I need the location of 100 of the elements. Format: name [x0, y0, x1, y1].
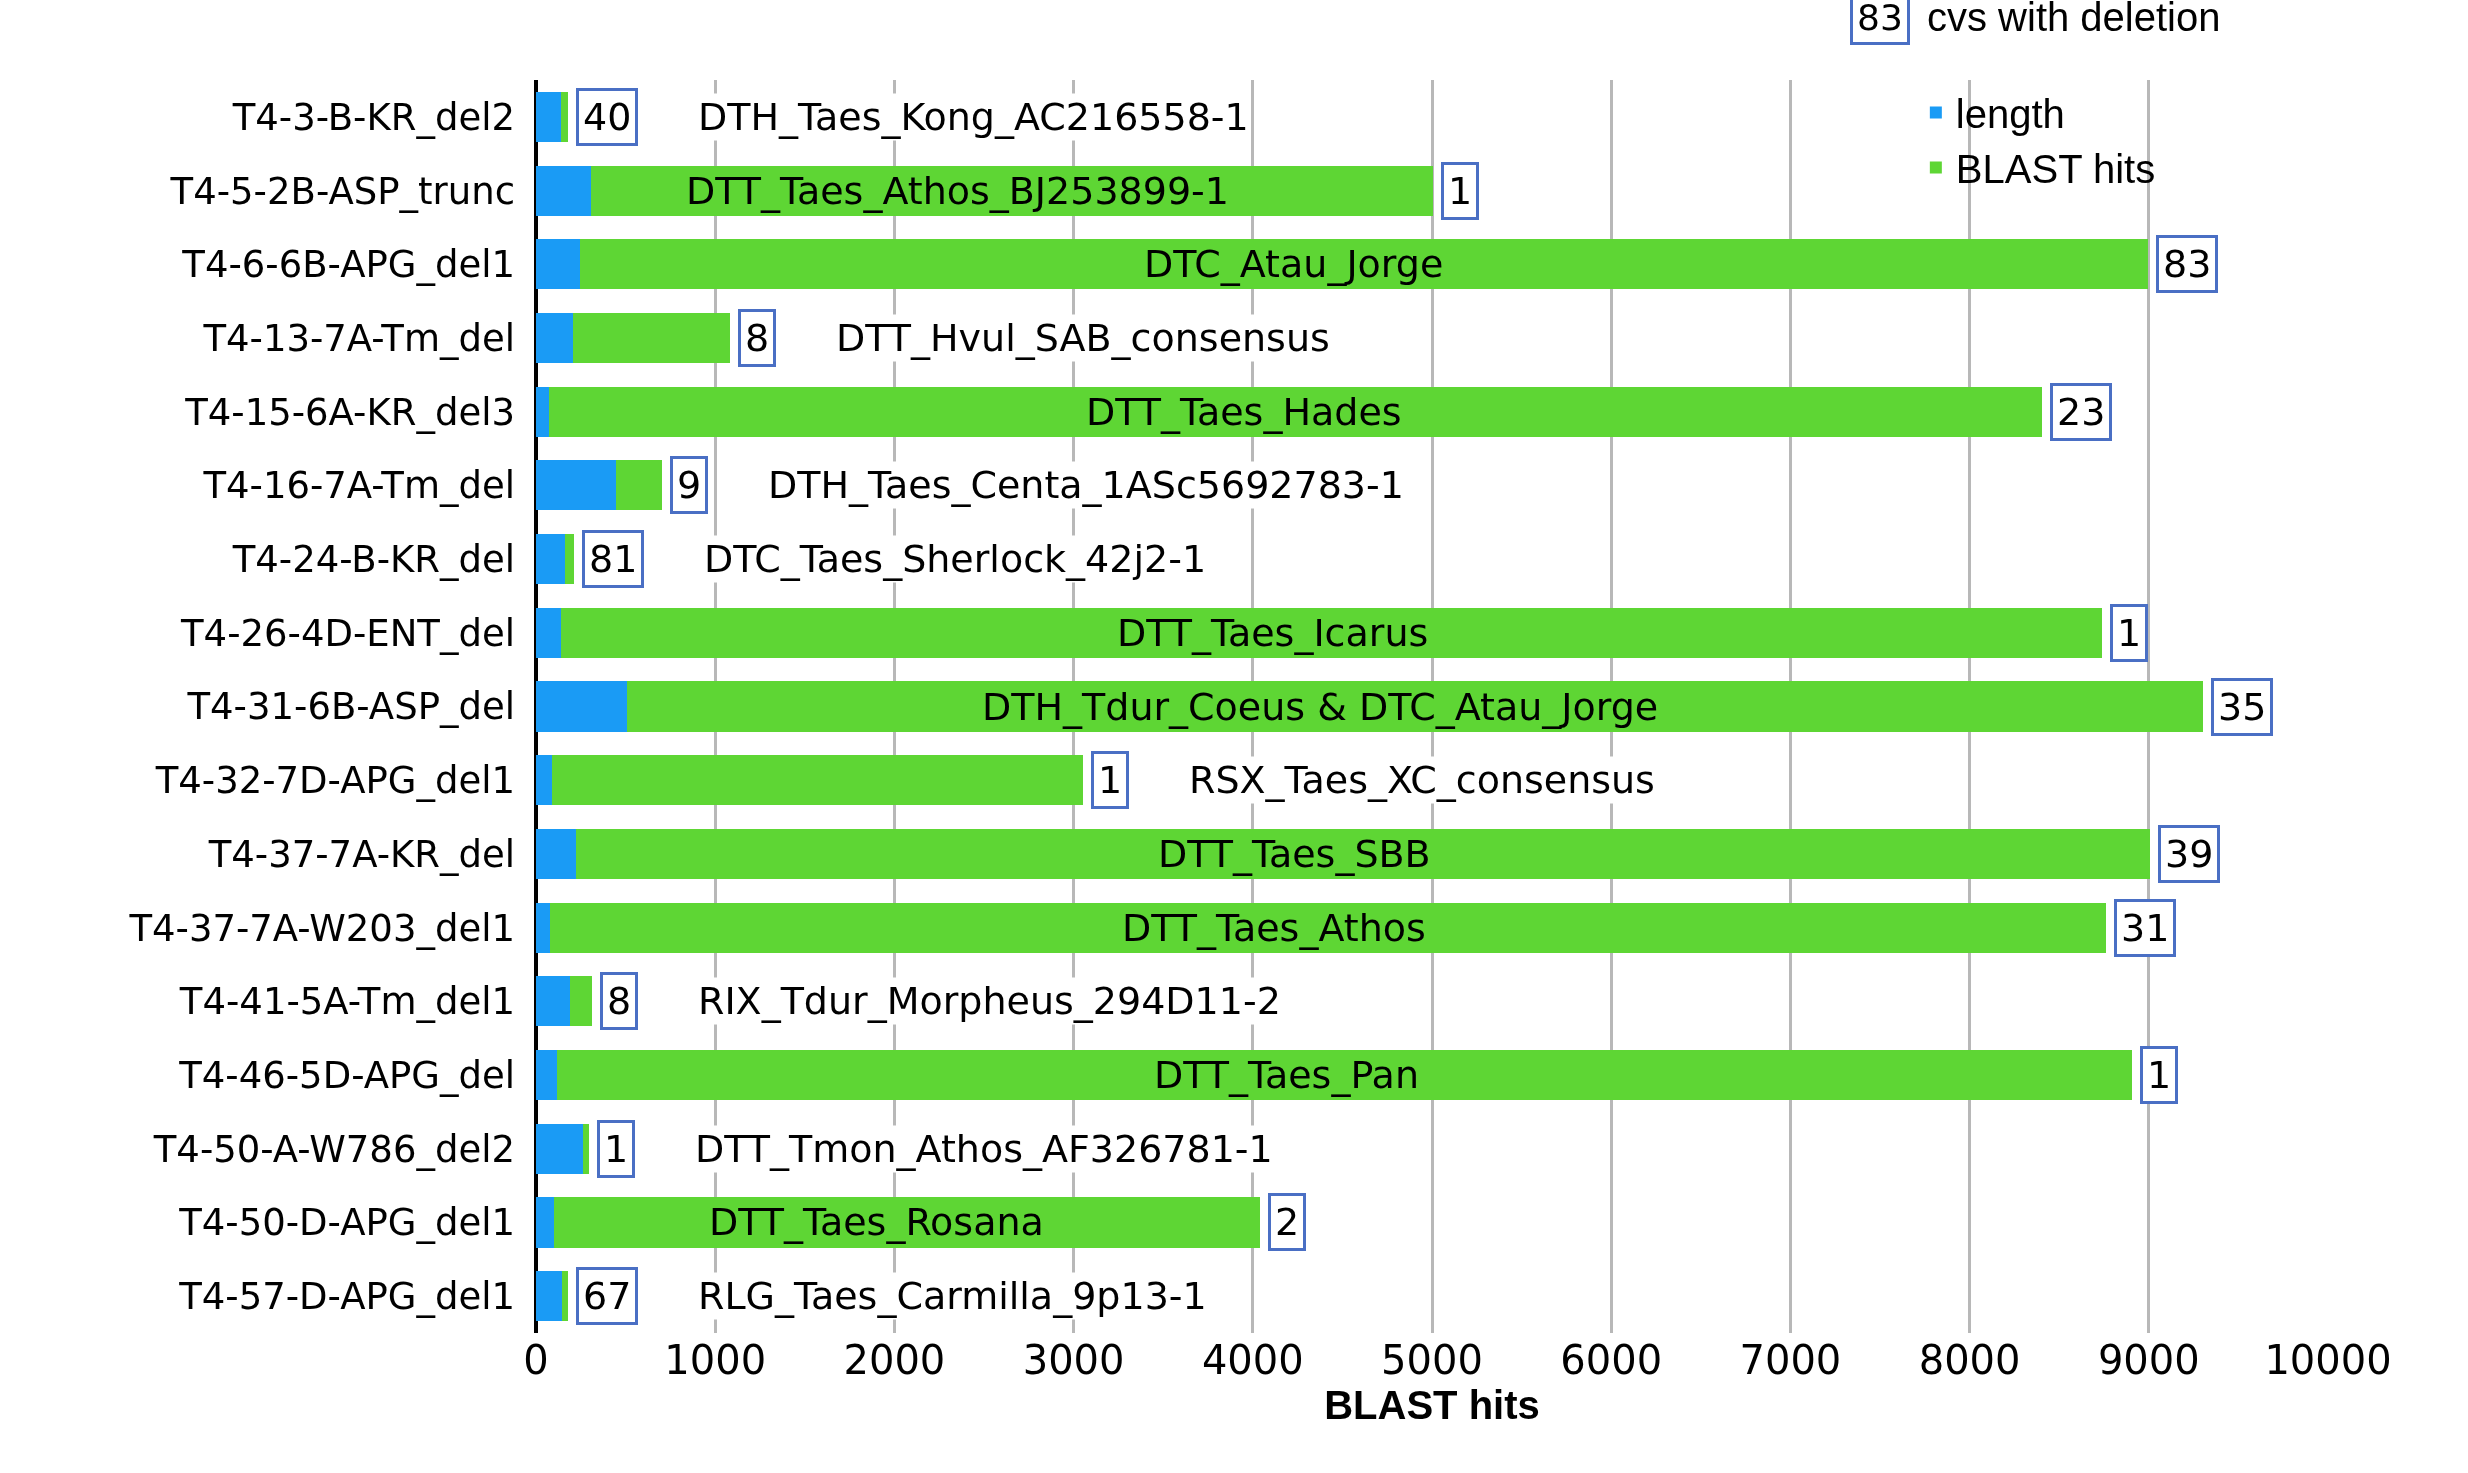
- annotation: DTT_Taes_Athos: [1122, 906, 1426, 950]
- bar: [536, 755, 553, 806]
- bar: [536, 607, 562, 658]
- text: 83: [1857, 0, 1903, 38]
- bar: [536, 1123, 583, 1174]
- annotation: DTT_Taes_Rosana: [709, 1200, 1044, 1244]
- x-axis-title: BLAST hits: [1324, 1383, 1540, 1427]
- bar: [536, 681, 627, 732]
- annotation: DTT_Taes_Athos_BJ253899-1: [686, 169, 1229, 213]
- annotation: 31: [2121, 906, 2170, 950]
- annotation: DTC_Taes_Sherlock_42j2-1: [704, 537, 1207, 581]
- legend-label: length: [1955, 92, 2065, 137]
- annotation: 1: [2147, 1053, 2172, 1097]
- y-tick-label: T4-50-D-APG_del1: [178, 1201, 515, 1245]
- y-tick-label: T4-41-5A-Tm_del1: [178, 980, 515, 1024]
- bar: [536, 460, 616, 511]
- y-tick-label: T4-6-6B-APG_del1: [181, 243, 515, 287]
- annotation: DTT_Taes_SBB: [1158, 832, 1431, 876]
- annotation: DTC_Atau_Jorge: [1144, 242, 1444, 286]
- x-tick-label: 5000: [1381, 1337, 1483, 1383]
- annotation: 8: [745, 316, 770, 360]
- x-tick-label: 4000: [1201, 1337, 1304, 1383]
- bar: [536, 1271, 562, 1322]
- annotation: 23: [2057, 390, 2106, 434]
- x-tick-label: 1000: [664, 1337, 767, 1383]
- annotation: 1: [604, 1127, 629, 1171]
- annotation: RSX_Taes_XC_consensus: [1189, 758, 1655, 802]
- annotation: 39: [2165, 832, 2214, 876]
- y-tick-label: T4-13-7A-Tm_del: [202, 316, 515, 360]
- y-tick-label: T4-16-7A-Tm_del: [202, 464, 515, 508]
- bar: [561, 607, 2103, 658]
- bar: [536, 1049, 557, 1101]
- bar: [615, 460, 663, 511]
- bar: [570, 976, 592, 1027]
- bar: [553, 1197, 1260, 1248]
- bar: [576, 828, 2150, 879]
- x-tick-label: 0: [523, 1337, 549, 1383]
- bar: [579, 239, 2148, 290]
- bar: [552, 755, 1083, 806]
- y-tick-label: T4-37-7A-KR_del: [207, 832, 515, 876]
- annotation: DTT_Tmon_Athos_AF326781-1: [695, 1127, 1273, 1171]
- y-tick-label: T4-57-D-APG_del1: [178, 1275, 515, 1319]
- legend-label: BLAST hits: [1955, 147, 2156, 192]
- bar: [536, 976, 571, 1027]
- x-tick-label: 3000: [1022, 1337, 1125, 1383]
- bar: [556, 1049, 2132, 1101]
- annotation: DTH_Taes_Kong_AC216558-1: [698, 95, 1249, 139]
- bar: [536, 902, 551, 953]
- text: cvs with deletion: [1927, 0, 2221, 39]
- y-tick-label: T4-31-6B-ASP_del: [186, 685, 515, 729]
- y-tick-label: T4-24-B-KR_del: [231, 538, 515, 582]
- bar: [561, 91, 569, 142]
- annotation: 2: [1275, 1200, 1300, 1244]
- bar: [549, 386, 2043, 437]
- annotation: 67: [583, 1274, 632, 1318]
- y-tick-label: T4-37-7A-W203_del1: [128, 906, 515, 950]
- annotation: 8: [607, 979, 632, 1023]
- annotation: DTT_Taes_Hades: [1086, 390, 1402, 434]
- annotation: 83: [2163, 242, 2212, 286]
- annotation: 81: [589, 537, 638, 581]
- bar: [550, 902, 2106, 953]
- bar: [561, 1271, 569, 1322]
- annotation: 1: [1098, 758, 1123, 802]
- annotation: DTH_Tdur_Coeus & DTC_Atau_Jorge: [982, 685, 1659, 729]
- bar: [536, 828, 577, 879]
- x-tick-label: 7000: [1739, 1337, 1842, 1383]
- bar: [536, 91, 562, 142]
- annotation: DTT_Taes_Icarus: [1117, 611, 1429, 655]
- bar: [536, 534, 565, 585]
- annotation: RLG_Taes_Carmilla_9p13-1: [698, 1274, 1207, 1318]
- annotation: DTH_Taes_Centa_1ASc5692783-1: [768, 463, 1404, 507]
- y-tick-label: T4-15-6A-KR_del3: [184, 390, 515, 434]
- x-tick-label: 8000: [1918, 1337, 2021, 1383]
- y-tick-label: T4-3-B-KR_del2: [231, 95, 515, 139]
- x-tick-label: 6000: [1560, 1337, 1663, 1383]
- annotation: 1: [1448, 169, 1473, 213]
- bar: [536, 312, 573, 364]
- x-tick-label: 9000: [2097, 1337, 2200, 1383]
- bar: [536, 386, 550, 437]
- bar: [572, 312, 731, 364]
- y-tick-label: T4-32-7D-APG_del1: [154, 759, 515, 803]
- bar: [536, 1197, 554, 1248]
- bar: [536, 165, 591, 216]
- y-tick-label: T4-50-A-W786_del2: [152, 1127, 515, 1171]
- y-tick-label: T4-5-2B-ASP_trunc: [169, 169, 515, 213]
- annotation: DTT_Hvul_SAB_consensus: [836, 316, 1330, 360]
- annotation: 35: [2218, 685, 2267, 729]
- y-tick-label: T4-26-4D-ENT_del: [180, 611, 515, 655]
- annotation: 9: [677, 463, 702, 507]
- annotation: RIX_Tdur_Morpheus_294D11-2: [698, 979, 1281, 1023]
- bar: [626, 681, 2204, 732]
- bar: [536, 239, 580, 290]
- x-tick-label: 10000: [2264, 1337, 2392, 1383]
- x-tick-label: 2000: [843, 1337, 946, 1383]
- annotation: 1: [2117, 611, 2142, 655]
- bar: [564, 534, 574, 585]
- y-tick-label: T4-46-5D-APG_del: [178, 1053, 515, 1097]
- bar: [582, 1123, 589, 1174]
- annotation: DTT_Taes_Pan: [1154, 1053, 1419, 1097]
- annotation: 40: [583, 95, 632, 139]
